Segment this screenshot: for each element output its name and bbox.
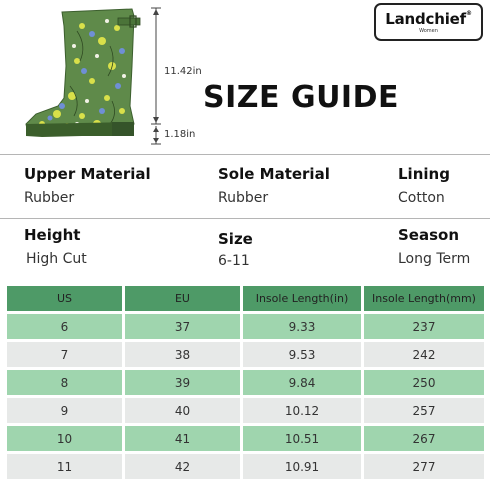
cell-us: 6 bbox=[7, 314, 122, 339]
cell-us: 7 bbox=[7, 342, 122, 367]
header-insole-mm: Insole Length(mm) bbox=[364, 286, 484, 311]
height-label: Height bbox=[24, 226, 81, 244]
sole-material-value: Rubber bbox=[218, 190, 269, 206]
upper-material-value: Rubber bbox=[24, 190, 75, 206]
divider bbox=[0, 154, 490, 155]
size-value: 6-11 bbox=[218, 253, 250, 269]
brand-subtitle: Women bbox=[419, 28, 438, 34]
cell-eu: 38 bbox=[125, 342, 240, 367]
header-insole-in: Insole Length(in) bbox=[243, 286, 361, 311]
table-header-row: US EU Insole Length(in) Insole Length(mm… bbox=[7, 286, 484, 311]
dimension-lines bbox=[151, 7, 161, 145]
heel-height-label: 1.18in bbox=[164, 129, 196, 140]
cell-insole-in: 10.12 bbox=[243, 398, 361, 423]
upper-material-label: Upper Material bbox=[24, 165, 151, 183]
table-row: 7 38 9.53 242 bbox=[7, 342, 484, 367]
cell-insole-mm: 267 bbox=[364, 426, 484, 451]
cell-insole-mm: 257 bbox=[364, 398, 484, 423]
table-row: 8 39 9.84 250 bbox=[7, 370, 484, 395]
cell-insole-in: 10.51 bbox=[243, 426, 361, 451]
cell-us: 9 bbox=[7, 398, 122, 423]
size-label: Size bbox=[218, 230, 253, 248]
cell-insole-in: 9.33 bbox=[243, 314, 361, 339]
registered-mark: ® bbox=[465, 10, 472, 17]
boot-illustration bbox=[25, 8, 141, 137]
cell-insole-in: 9.84 bbox=[243, 370, 361, 395]
shaft-height-label: 11.42in bbox=[164, 66, 202, 77]
header-us: US bbox=[7, 286, 122, 311]
lining-label: Lining bbox=[398, 165, 450, 183]
season-label: Season bbox=[398, 226, 460, 244]
page-title: SIZE GUIDE bbox=[202, 80, 399, 115]
cell-eu: 40 bbox=[125, 398, 240, 423]
header-eu: EU bbox=[125, 286, 240, 311]
lining-value: Cotton bbox=[398, 190, 445, 206]
divider bbox=[0, 218, 490, 219]
size-table: US EU Insole Length(in) Insole Length(mm… bbox=[4, 283, 487, 482]
cell-eu: 41 bbox=[125, 426, 240, 451]
cell-eu: 39 bbox=[125, 370, 240, 395]
cell-insole-mm: 250 bbox=[364, 370, 484, 395]
cell-insole-mm: 277 bbox=[364, 454, 484, 479]
height-value: High Cut bbox=[26, 251, 87, 267]
cell-eu: 42 bbox=[125, 454, 240, 479]
cell-us: 8 bbox=[7, 370, 122, 395]
cell-insole-mm: 242 bbox=[364, 342, 484, 367]
cell-us: 11 bbox=[7, 454, 122, 479]
table-row: 10 41 10.51 267 bbox=[7, 426, 484, 451]
season-value: Long Term bbox=[398, 251, 471, 267]
brand-name: Landchief bbox=[385, 10, 466, 28]
cell-eu: 37 bbox=[125, 314, 240, 339]
cell-us: 10 bbox=[7, 426, 122, 451]
brand-logo: Landchief® Women bbox=[374, 3, 483, 41]
table-row: 6 37 9.33 237 bbox=[7, 314, 484, 339]
cell-insole-in: 9.53 bbox=[243, 342, 361, 367]
table-row: 9 40 10.12 257 bbox=[7, 398, 484, 423]
cell-insole-mm: 237 bbox=[364, 314, 484, 339]
sole-material-label: Sole Material bbox=[218, 165, 330, 183]
table-row: 11 42 10.91 277 bbox=[7, 454, 484, 479]
cell-insole-in: 10.91 bbox=[243, 454, 361, 479]
